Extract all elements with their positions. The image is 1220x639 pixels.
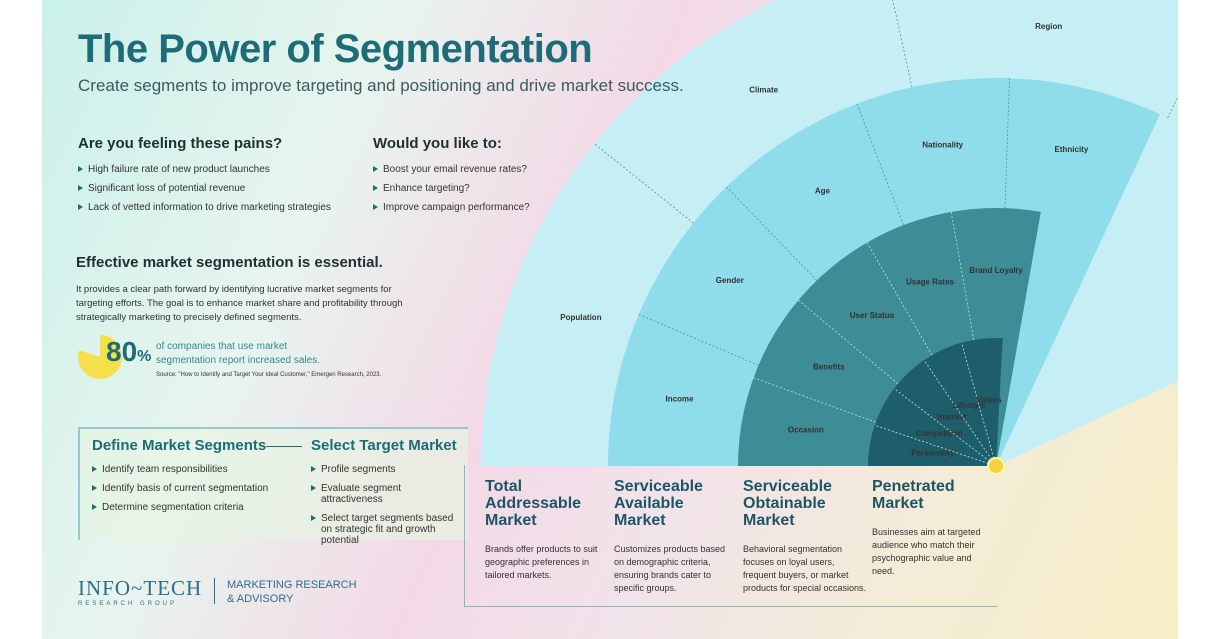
- logo: INFO~TECH RESEARCH GROUP: [78, 576, 203, 607]
- segment-divider: [594, 143, 694, 224]
- pain-item: High failure rate of new product launche…: [78, 164, 358, 175]
- segment-divider: [753, 377, 876, 423]
- page-title: The Power of Segmentation: [78, 27, 593, 71]
- segment-divider: [874, 424, 997, 467]
- wish-item: Enhance targeting?: [373, 183, 593, 194]
- select-item: Select target segments based on strategi…: [311, 513, 461, 546]
- wish-item: Improve campaign performance?: [373, 202, 593, 213]
- market-sam: Serviceable Available Market Customizes p…: [614, 478, 726, 593]
- logo-tagline: MARKETING RESEARCH & ADVISORY: [227, 579, 357, 605]
- stat-pie-icon: [78, 335, 122, 379]
- wishes-heading: Would you like to:: [373, 135, 502, 152]
- segment-label: Income: [665, 395, 694, 404]
- define-item: Determine segmentation criteria: [92, 502, 282, 513]
- select-item: Evaluate segment attractiveness: [311, 483, 461, 505]
- pain-item: Significant loss of potential revenue: [78, 183, 358, 194]
- stat-value: 80%: [106, 336, 152, 367]
- segment-label: Gender: [716, 276, 744, 285]
- segment-divider: [798, 299, 899, 385]
- segmentation-fan-diagram: PopulationClimateRegionCountryIncomeGend…: [481, 0, 1178, 475]
- segment-label: Nationality: [922, 140, 963, 149]
- segment-divider: [892, 0, 913, 88]
- segment-label: Brand Loyalty: [969, 266, 1023, 275]
- market-tam: Total Addressable Market Brands offer pro…: [485, 478, 598, 580]
- segment-label: Age: [815, 187, 831, 196]
- target-center-icon: [987, 457, 1005, 475]
- segment-divider: [726, 186, 818, 281]
- segment-label: Usage Rates: [906, 278, 955, 287]
- define-item: Identify basis of current segmentation: [92, 483, 282, 494]
- stat-line-2: segmentation report increased sales.: [156, 355, 320, 366]
- stat-source: Source: "How to Identify and Target Your…: [156, 372, 382, 378]
- segment-label: Occasion: [788, 425, 824, 434]
- ring-psychographic: [868, 338, 1003, 466]
- segment-divider: [1167, 96, 1178, 119]
- segment-label: Personality: [911, 449, 955, 458]
- market-penetrated: Penetrated Market Businesses aim at targe…: [872, 478, 981, 576]
- segment-divider: [961, 342, 997, 467]
- segment-label: Interest: [937, 413, 966, 422]
- subtitle: Create segments to improve targeting and…: [78, 76, 684, 95]
- pain-item: Lack of vetted information to drive mark…: [78, 202, 358, 213]
- segment-label: Values: [976, 395, 1002, 404]
- segment-label: Climate: [749, 85, 778, 94]
- wishes-section: Would you like to: Boost your email reve…: [373, 135, 593, 221]
- segment-divider: [893, 388, 997, 467]
- select-heading: Select Target Market: [311, 437, 457, 454]
- pains-heading: Are you feeling these pains?: [78, 135, 283, 152]
- wish-item: Boost your email revenue rates?: [373, 164, 593, 175]
- segment-label: User Status: [850, 311, 895, 320]
- segment-label: Benefits: [813, 363, 845, 372]
- market-som: Serviceable Obtainable Market Behavioral …: [743, 478, 867, 593]
- segment-label: Lifestyle: [953, 401, 986, 410]
- essential-body: It provides a clear path forward by iden…: [76, 284, 403, 323]
- segment-label: Region: [1035, 22, 1062, 31]
- segment-divider: [856, 103, 904, 226]
- segment-label: Population: [560, 313, 601, 322]
- segment-label: Competition: [916, 429, 963, 438]
- segment-divider: [923, 359, 997, 467]
- stat-line-1: of companies that use market: [156, 341, 288, 352]
- define-item: Identify team responsibilities: [92, 464, 282, 475]
- process-box: [78, 427, 468, 540]
- segment-divider: [1004, 78, 1010, 209]
- segment-divider: [638, 314, 759, 366]
- define-heading: Define Market Segments: [92, 437, 267, 454]
- select-item: Profile segments: [311, 464, 461, 475]
- segment-divider: [950, 211, 975, 341]
- connector-line: [266, 446, 302, 447]
- segment-divider: [866, 242, 933, 356]
- essential-heading: Effective market segmentation is essenti…: [76, 254, 383, 271]
- pains-section: Are you feeling these pains? High failur…: [78, 135, 358, 221]
- segment-label: Ethnicity: [1055, 145, 1089, 154]
- infographic: PopulationClimateRegionCountryIncomeGend…: [42, 0, 1178, 639]
